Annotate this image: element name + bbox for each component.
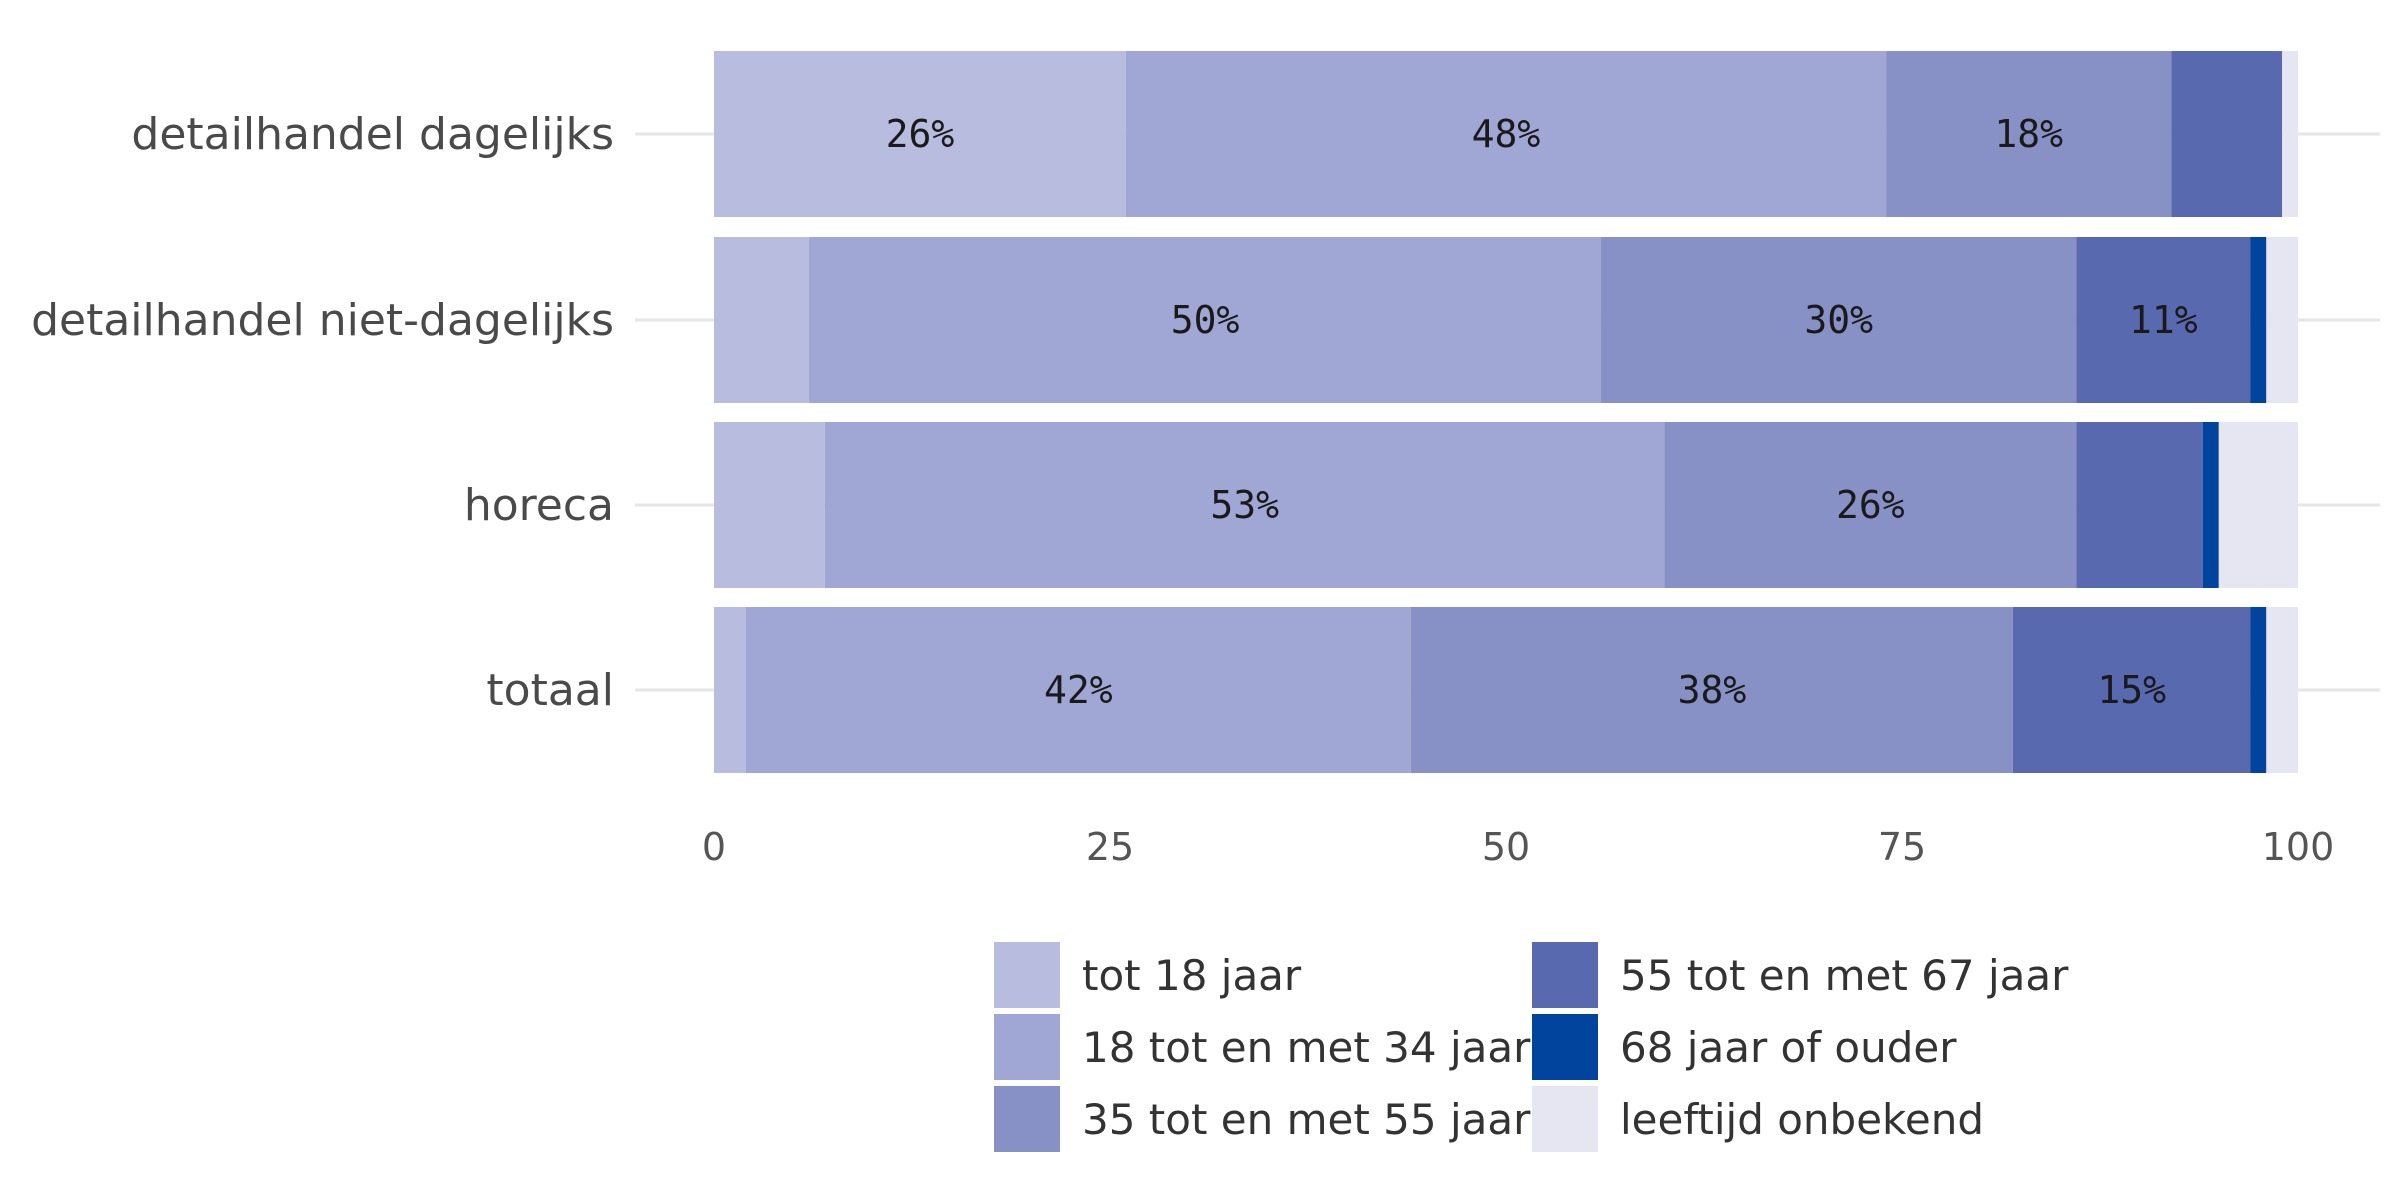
data-label: 18%	[1994, 112, 2063, 156]
bar-segment	[1886, 51, 2172, 217]
category-label: horeca	[464, 480, 614, 531]
bar-segment	[714, 51, 1126, 217]
data-label: 26%	[886, 112, 955, 156]
legend-label: leeftijd onbekend	[1620, 1095, 1984, 1144]
category-axis: detailhandel dagelijks detailhandel niet-…	[31, 109, 614, 716]
legend-swatch	[994, 1014, 1060, 1080]
bar-segment	[2076, 422, 2203, 588]
data-label: 50%	[1171, 298, 1240, 342]
data-label: 26%	[1836, 483, 1905, 527]
bar-segment	[2266, 607, 2298, 773]
x-tick-label: 50	[1482, 825, 1530, 869]
legend-label: tot 18 jaar	[1082, 951, 1302, 1000]
data-label: 11%	[2129, 298, 2198, 342]
bar-segment	[2250, 237, 2267, 403]
bar-segment	[2250, 607, 2267, 773]
bar-segment	[2171, 51, 2283, 217]
category-label: totaal	[486, 665, 614, 716]
legend-item: 55 tot en met 67 jaar	[1532, 942, 2069, 1008]
bar-segment	[809, 237, 1602, 403]
bar-segment	[714, 422, 825, 588]
legend: tot 18 jaar 18 tot en met 34 jaar 35 tot e…	[994, 942, 2069, 1152]
bar-segment	[1601, 237, 2077, 403]
grid-lines	[635, 132, 2380, 692]
legend-swatch	[994, 942, 1060, 1008]
legend-item: 18 tot en met 34 jaar	[994, 1014, 1531, 1080]
legend-label: 55 tot en met 67 jaar	[1620, 951, 2069, 1000]
legend-label: 35 tot en met 55 jaar	[1082, 1095, 1531, 1144]
legend-label: 18 tot en met 34 jaar	[1082, 1023, 1531, 1072]
legend-swatch	[1532, 1086, 1598, 1152]
bar-segment	[2202, 422, 2219, 588]
bar-segment	[2076, 237, 2251, 403]
bar-segment	[2282, 51, 2298, 217]
category-label: detailhandel dagelijks	[131, 109, 614, 160]
data-label: 48%	[1472, 112, 1541, 156]
x-tick-label: 25	[1086, 825, 1134, 869]
legend-label: 68 jaar of ouder	[1620, 1023, 1957, 1072]
bar-segment	[1410, 607, 2013, 773]
x-tick-label: 100	[2262, 825, 2335, 869]
legend-swatch	[1532, 942, 1598, 1008]
legend-item: leeftijd onbekend	[1532, 1086, 1984, 1152]
data-label: 30%	[1804, 298, 1873, 342]
bar-segment	[714, 607, 746, 773]
legend-item: 35 tot en met 55 jaar	[994, 1086, 1531, 1152]
bar-segment	[2266, 237, 2298, 403]
data-label: 38%	[1678, 668, 1747, 712]
legend-item: 68 jaar of ouder	[1532, 1014, 1957, 1080]
bar-segment	[1125, 51, 1887, 217]
data-label: 15%	[2097, 668, 2166, 712]
bar-segment	[714, 237, 810, 403]
x-tick-label: 75	[1878, 825, 1926, 869]
legend-item: tot 18 jaar	[994, 942, 1302, 1008]
legend-swatch	[994, 1086, 1060, 1152]
legend-swatch	[1532, 1014, 1598, 1080]
value-axis: 0 25 50 75 100	[702, 825, 2334, 869]
data-label: 42%	[1044, 668, 1113, 712]
data-label: 53%	[1210, 483, 1279, 527]
x-tick-label: 0	[702, 825, 726, 869]
bars	[714, 51, 2298, 773]
bar-segment	[745, 607, 1411, 773]
data-labels: 26% 48% 18% 50% 30% 11% 53% 26% 42% 38% 15%	[886, 112, 2198, 712]
bar-segment	[2012, 607, 2251, 773]
category-label: detailhandel niet-dagelijks	[31, 295, 614, 346]
bar-segment	[824, 422, 1665, 588]
bar-segment	[1664, 422, 2077, 588]
bar-segment	[2218, 422, 2298, 588]
